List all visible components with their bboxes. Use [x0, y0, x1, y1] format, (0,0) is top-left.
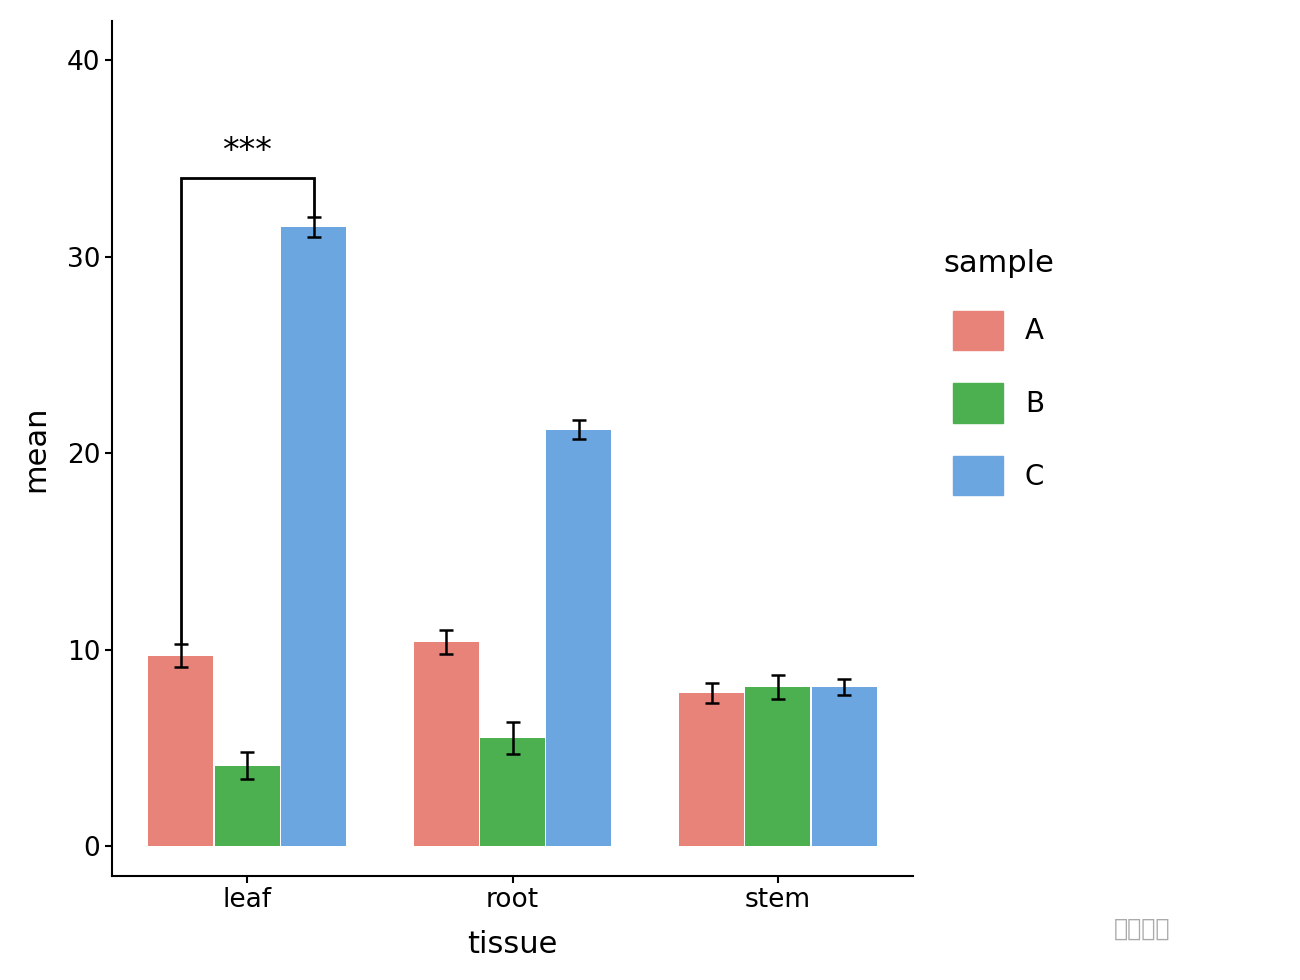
Text: ***: *** — [222, 135, 272, 169]
Bar — [546, 429, 611, 846]
Bar — [281, 227, 346, 846]
Bar — [745, 687, 810, 846]
Bar — [480, 738, 545, 846]
Bar — [148, 656, 213, 846]
Bar — [413, 642, 478, 846]
Bar — [679, 693, 744, 846]
Bar — [811, 687, 876, 846]
Text: 知乎用户: 知乎用户 — [1114, 917, 1170, 941]
X-axis label: tissue: tissue — [467, 930, 558, 959]
Y-axis label: mean: mean — [21, 405, 49, 492]
Bar — [214, 765, 280, 846]
Legend: A, B, C: A, B, C — [942, 249, 1054, 496]
